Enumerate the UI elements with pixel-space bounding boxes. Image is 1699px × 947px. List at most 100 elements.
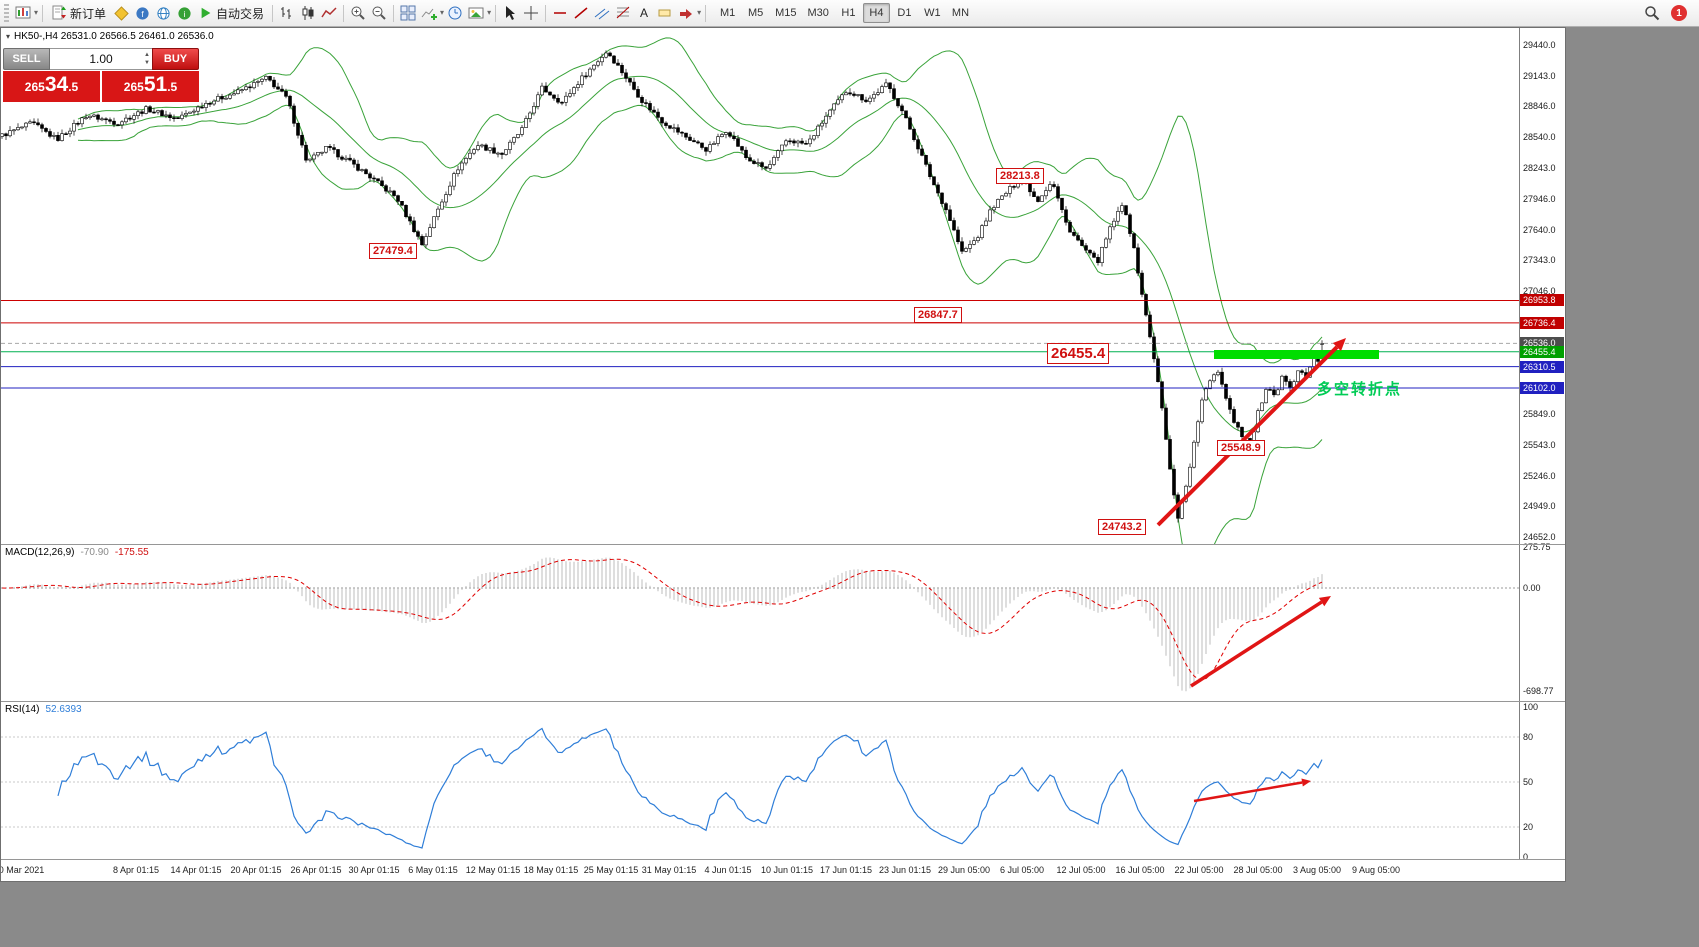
new-chart-caret-icon[interactable]: ▾ [34,8,39,17]
toolbar-separator [42,4,44,22]
new-chart-button[interactable] [13,2,33,24]
price-annotation[interactable]: 25548.9 [1217,440,1265,456]
rsi-pane[interactable]: RSI(14) 52.6393 [1,702,1519,859]
timeframe-m1[interactable]: M1 [719,7,736,19]
timeframe-h1[interactable]: H1 [841,7,856,19]
time-label: 4 Jun 01:15 [704,865,752,875]
svg-text:A: A [640,6,648,20]
timeframe-d1[interactable]: D1 [897,7,912,19]
macd-chart[interactable] [1,545,1519,701]
timeframe-m5[interactable]: M5 [747,7,764,19]
price-tick: 27640.0 [1523,224,1556,235]
bar-chart-button[interactable] [277,2,297,24]
arrows-tool-button[interactable] [676,2,696,24]
indicators-caret-icon[interactable]: ▾ [440,8,445,17]
new-order-label: 新订单 [70,6,107,21]
trendline-icon [574,7,588,19]
zoom-out-button[interactable] [369,2,389,24]
pane-divider[interactable] [1,701,1565,702]
timeframe-m15[interactable]: M15 [775,7,797,19]
zoom-in-icon [351,6,365,20]
text-tool-button[interactable]: A [634,2,654,24]
label-tool-button[interactable] [655,2,675,24]
pane-divider[interactable] [1,859,1565,860]
rsi-chart[interactable] [1,702,1519,859]
price-annotation[interactable]: 26847.7 [914,307,962,323]
bid-price[interactable]: 265 34.5 [3,71,100,102]
price-annotation[interactable]: 28213.8 [996,168,1044,184]
time-label: 3 Aug 05:00 [1292,865,1342,875]
rsi-tick: 0 [1523,852,1529,860]
pane-divider[interactable] [1,544,1565,545]
metaeditor-button[interactable] [111,2,131,24]
arrows-caret-icon[interactable]: ▾ [697,8,702,17]
fibonacci-tool-button[interactable] [613,2,633,24]
screenshot-button[interactable] [466,2,486,24]
channel-tool-button[interactable] [592,2,612,24]
price-tick: 28243.0 [1523,163,1556,173]
auto-trading-label: 自动交易 [216,6,265,21]
bar-chart-icon [281,7,292,19]
candle-chart-button[interactable] [298,2,318,24]
main-chart-pane[interactable]: 28213.8 27479.4 26847.7 26455.4 25548.9 24743… [1,28,1519,544]
cursor-button[interactable] [500,2,520,24]
price-axis[interactable]: 29440.0 29143.0 28846.0 28540.0 28243.0 27946… [1519,28,1565,860]
community-button[interactable]: i [174,2,194,24]
text-icon: A [640,6,648,20]
sell-button[interactable]: SELL [3,48,50,70]
algo-trading-button[interactable]: f [132,2,152,24]
new-order-button[interactable]: 新订单 [47,2,110,24]
time-label: 12 May 01:15 [465,865,521,875]
price-annotation[interactable]: 26455.4 [1047,343,1110,364]
macd-signal-value: -175.55 [114,547,149,558]
crosshair-button[interactable] [521,2,541,24]
price-tick: 29440.0 [1523,40,1556,50]
candlestick-chart[interactable] [1,28,1519,544]
timeframe-w1[interactable]: W1 [924,7,941,19]
algo-trading-icon: f [135,6,149,20]
macd-pane[interactable]: MACD(12,26,9) -70.90 -175.55 [1,545,1519,701]
time-label: 30 Apr 01:15 [348,865,400,875]
auto-trading-button[interactable]: 自动交易 [195,2,268,24]
line-chart-button[interactable] [319,2,339,24]
globe-icon [156,6,170,20]
rsi-tick: 50 [1523,777,1534,787]
indicators-button[interactable] [419,2,439,24]
zoom-in-button[interactable] [348,2,368,24]
rsi-tick: 20 [1523,822,1534,832]
horizontal-line-icon [554,12,567,14]
buy-button[interactable]: BUY [152,48,199,70]
time-axis[interactable]: 30 Mar 2021 8 Apr 01:15 14 Apr 01:15 20 Apr… [1,860,1565,881]
hline-tool-button[interactable] [550,2,570,24]
timeframe-h4[interactable]: H4 [862,3,890,23]
one-click-trading-panel: SELL 1.00 ▲ ▼ BUY 265 34.5 265 51.5 [3,48,199,102]
svg-text:i: i [183,8,185,18]
notification-badge[interactable]: 1 [1671,5,1687,21]
trendline-tool-button[interactable] [571,2,591,24]
one-click-expand-icon[interactable]: ▾ [6,32,11,41]
toolbar-grip[interactable] [4,4,9,22]
time-label: 20 Apr 01:15 [230,865,282,875]
period-clock-button[interactable] [445,2,465,24]
chart-window: 28213.8 27479.4 26847.7 26455.4 25548.9 24743… [0,27,1566,882]
timeframe-m30[interactable]: M30 [807,7,829,19]
ask-price[interactable]: 265 51.5 [102,71,199,102]
metaeditor-icon [113,5,129,21]
volume-input[interactable]: 1.00 ▲ ▼ [50,48,152,70]
tile-windows-button[interactable] [398,2,418,24]
price-annotation[interactable]: 24743.2 [1098,519,1146,535]
price-marker: 26953.8 [1520,294,1564,307]
screenshot-caret-icon[interactable]: ▾ [487,8,492,17]
price-annotation[interactable]: 27479.4 [369,243,417,259]
volume-spinner[interactable]: ▲ ▼ [144,52,150,66]
price-tick: 24652.0 [1523,532,1556,542]
toolbar-separator [545,4,547,22]
timeframe-mn[interactable]: MN [951,7,970,19]
channel-icon [594,8,610,20]
toolbar-separator [393,4,395,22]
macd-main-value: -70.90 [80,547,109,558]
search-button[interactable] [1642,2,1662,24]
arrow-shape-icon [680,9,693,19]
time-label: 6 May 01:15 [408,865,458,875]
market-button[interactable] [153,2,173,24]
